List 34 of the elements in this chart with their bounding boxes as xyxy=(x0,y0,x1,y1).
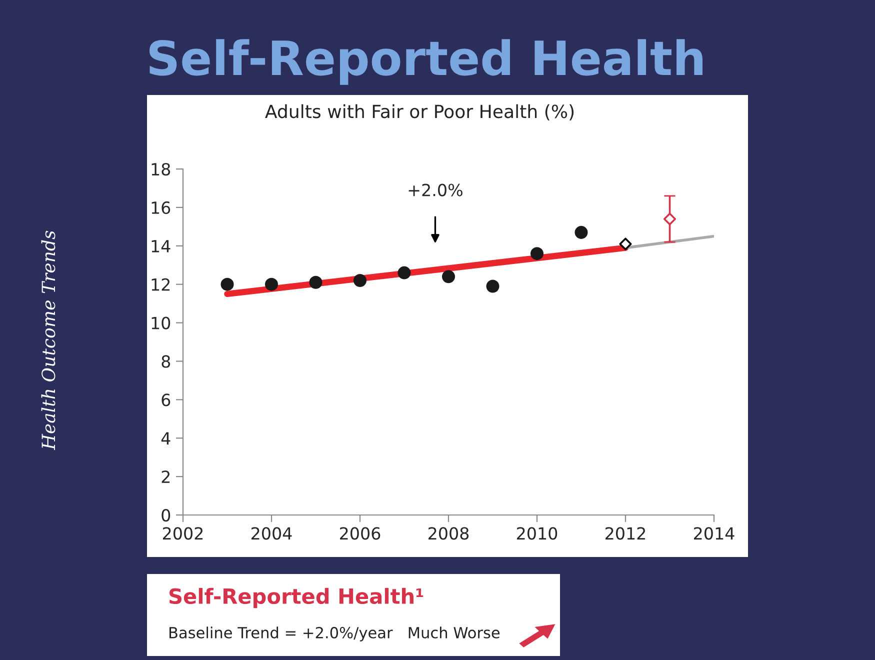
x-tick-label: 2010 xyxy=(517,527,558,540)
text: Self-Reported Health¹ xyxy=(169,588,424,608)
point xyxy=(309,276,322,289)
y-tick-label: 4 xyxy=(161,432,170,444)
point xyxy=(663,212,676,226)
y-tick-label: 2 xyxy=(162,470,170,483)
x-tick-label: 2012 xyxy=(606,527,646,540)
point xyxy=(353,274,367,287)
x-tick-label: 2004 xyxy=(252,527,292,540)
y-tick-label: 18 xyxy=(152,162,170,176)
text: Health Outcome Trends xyxy=(41,230,56,450)
point xyxy=(619,238,632,250)
chart-title: Self-Reported Health xyxy=(149,39,702,85)
x-tick-label: 2008 xyxy=(428,527,469,540)
chart-subtitle: Adults with Fair or Poor Health (%) xyxy=(265,104,574,120)
x-tick-label: 2002 xyxy=(163,527,203,540)
point xyxy=(486,280,500,293)
y-tick-label: 6 xyxy=(162,394,170,406)
y-tick-label: 14 xyxy=(152,240,170,252)
point xyxy=(530,247,544,260)
point xyxy=(398,266,411,280)
point xyxy=(442,270,456,284)
point xyxy=(220,278,234,291)
x-tick-label: 2014 xyxy=(694,527,734,540)
text: Baseline Trend = +2.0%/year Much Worse xyxy=(170,626,500,642)
point xyxy=(264,278,278,291)
point xyxy=(574,226,588,239)
y-tick-label: 16 xyxy=(152,201,170,214)
y-tick-label: 0 xyxy=(162,508,170,522)
annotation: +2.0% xyxy=(408,184,462,196)
y-tick-label: 8 xyxy=(162,355,170,368)
y-tick-label: 10 xyxy=(152,316,170,330)
y-tick-label: 12 xyxy=(152,278,170,291)
x-tick-label: 2006 xyxy=(340,527,380,540)
